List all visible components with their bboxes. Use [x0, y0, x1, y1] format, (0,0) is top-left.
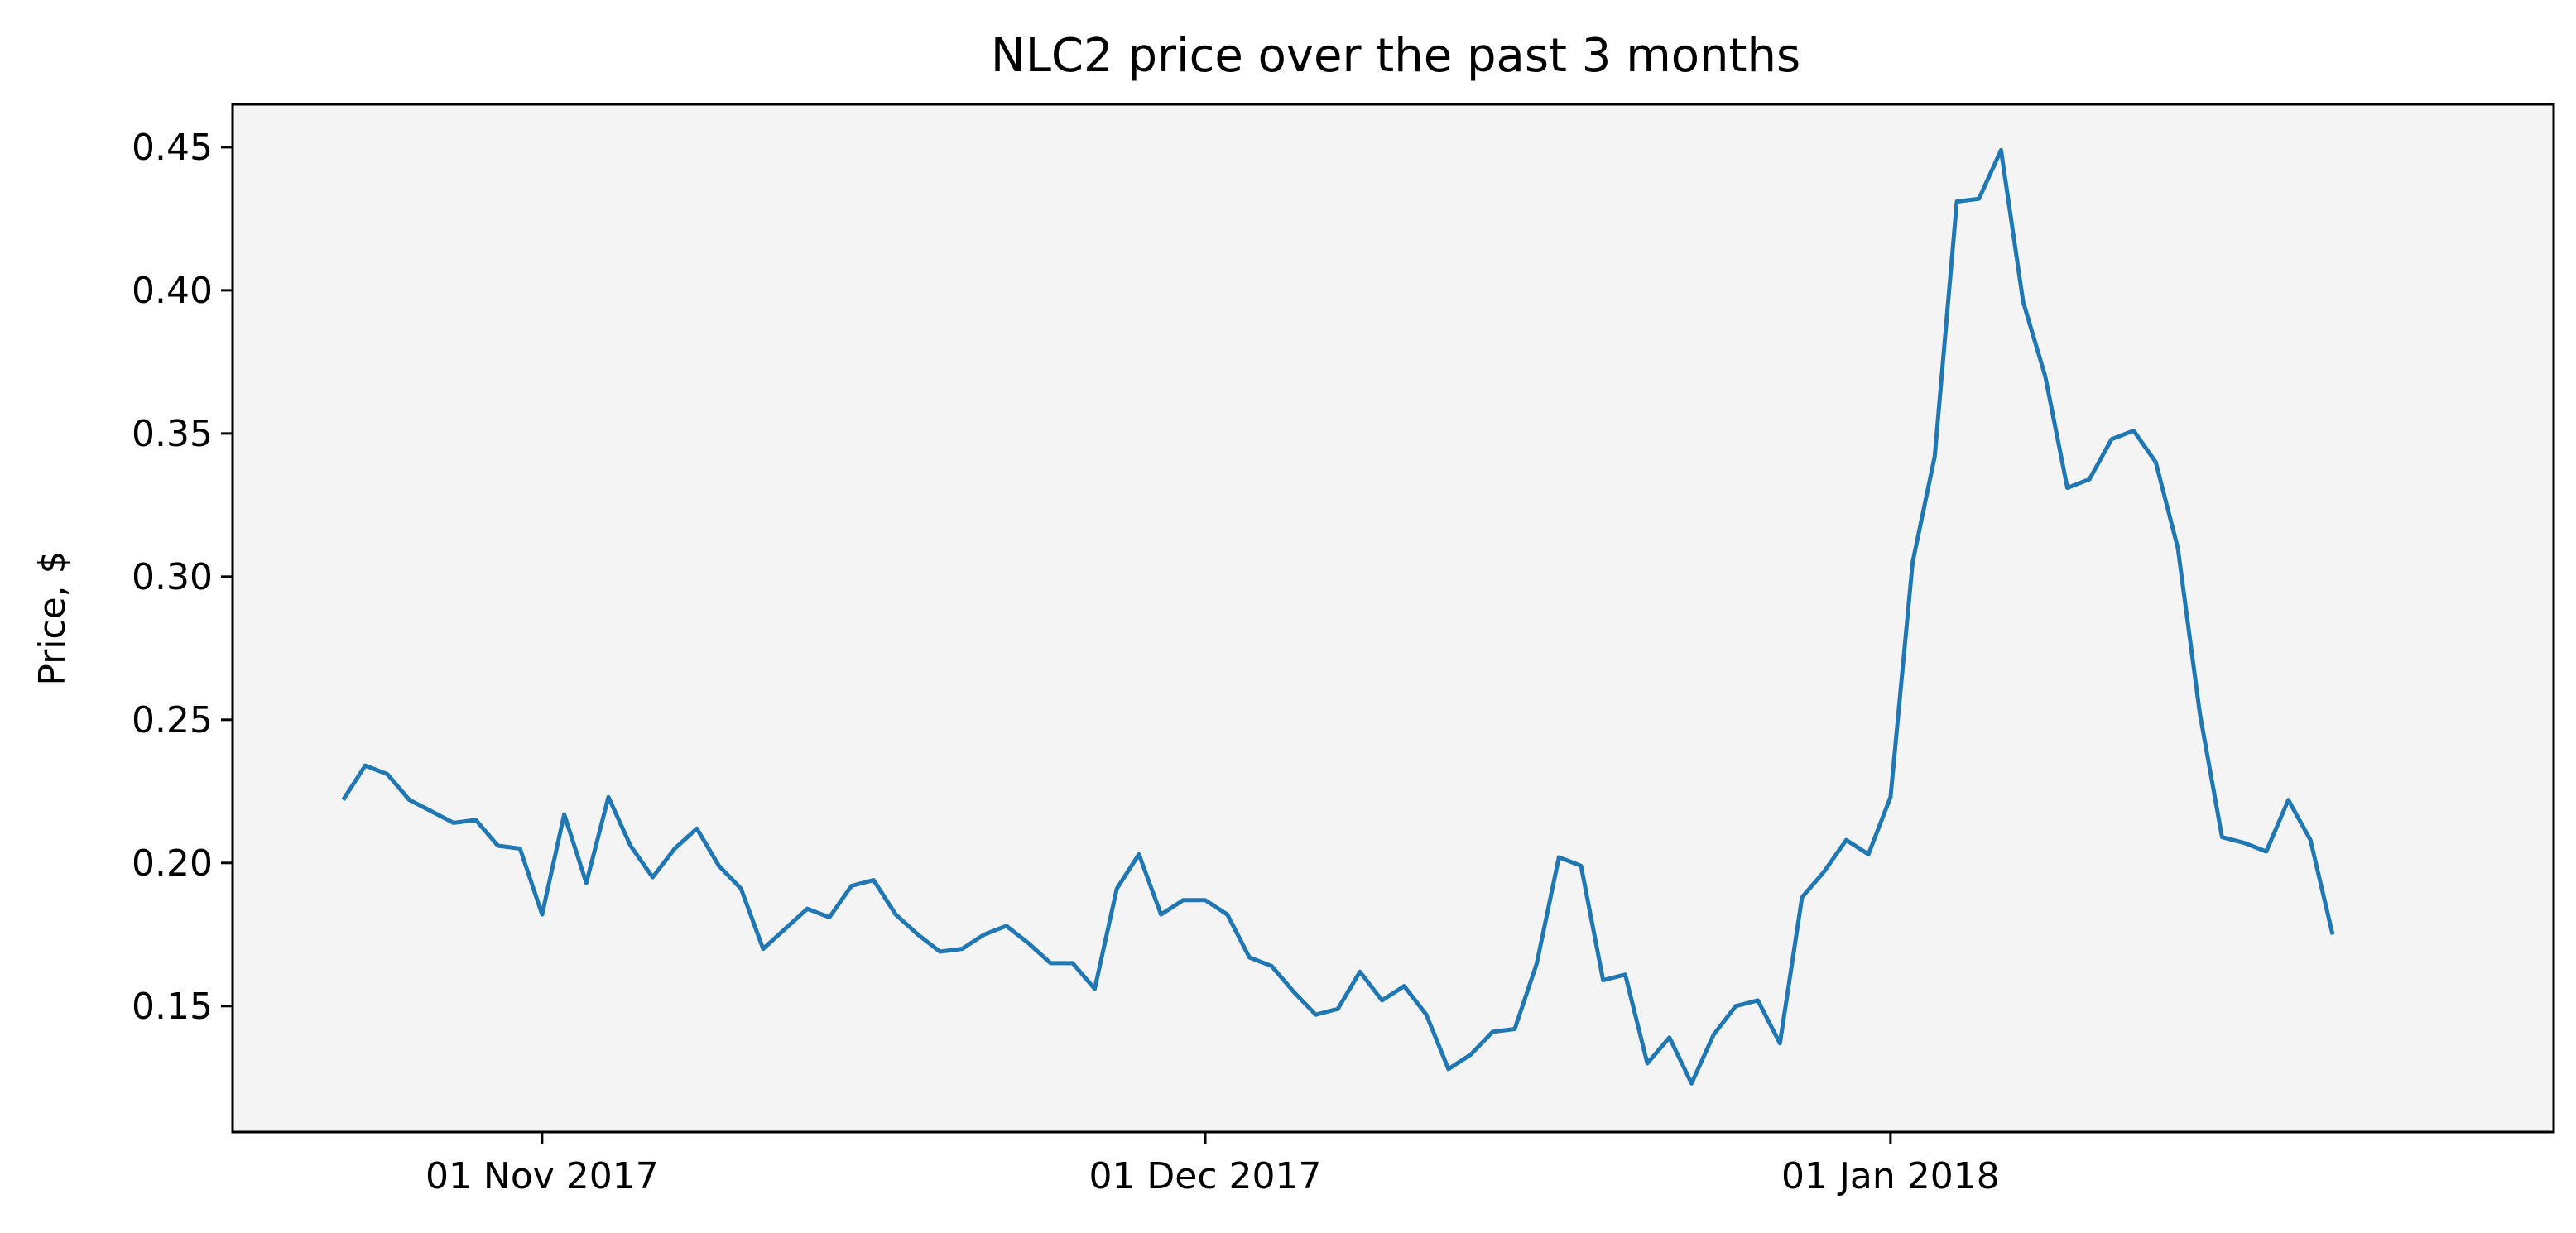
x-tick-label: 01 Nov 2017	[425, 1155, 659, 1197]
y-tick-label: 0.30	[132, 556, 213, 598]
price-line	[341, 147, 2335, 1086]
plot-frame	[231, 103, 2555, 1134]
plot-area	[233, 104, 2554, 1132]
y-tick-label: 0.40	[132, 270, 213, 312]
y-tick-label: 0.45	[132, 127, 213, 169]
y-tick-label: 0.35	[132, 413, 213, 455]
y-tick-label: 0.20	[132, 842, 213, 885]
x-tick-label: 01 Jan 2018	[1781, 1155, 2000, 1197]
y-axis-label: Price, $	[31, 550, 74, 685]
y-axis: 0.15 0.20 0.25 0.30 0.35 0.40 0.45	[132, 127, 233, 1028]
y-tick-label: 0.25	[132, 699, 213, 741]
x-tick-label: 01 Dec 2017	[1089, 1155, 1321, 1197]
x-axis: 01 Nov 2017 01 Dec 2017 01 Jan 2018	[425, 1132, 2000, 1197]
chart-title: NLC2 price over the past 3 months	[991, 29, 1800, 83]
y-tick-label: 0.15	[132, 986, 213, 1028]
